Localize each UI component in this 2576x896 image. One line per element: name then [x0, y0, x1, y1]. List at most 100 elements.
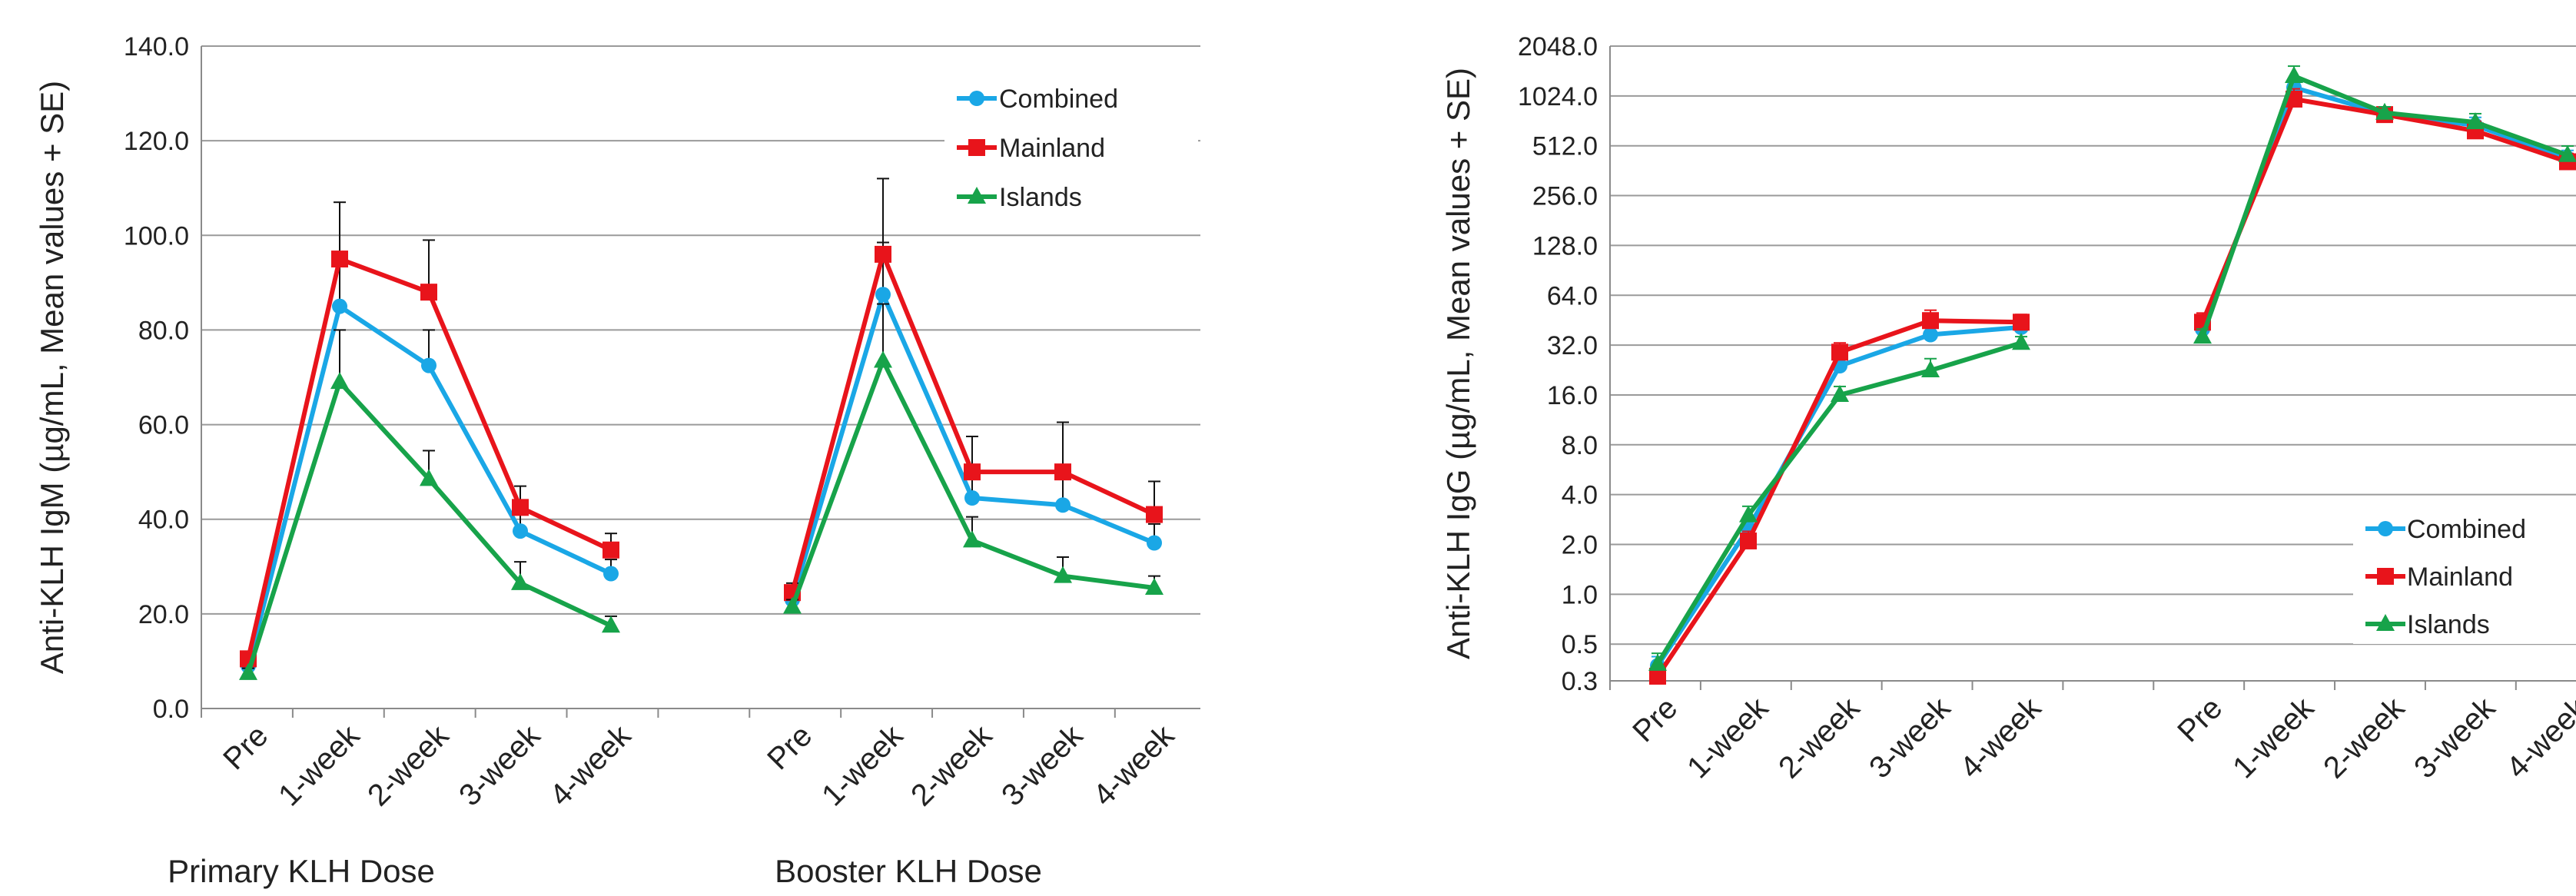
legend-marker	[2376, 614, 2395, 631]
x-tick-label: 2-week	[2317, 691, 2412, 785]
legend-marker	[2378, 521, 2393, 536]
data-point	[1054, 463, 1071, 481]
group-label: Booster KLH Dose	[775, 853, 1042, 889]
data-point	[512, 499, 529, 516]
data-point	[239, 662, 257, 680]
data-point	[875, 245, 891, 263]
data-point	[1740, 532, 1757, 549]
series-line	[790, 292, 1156, 601]
x-tick-label: Pre	[1626, 691, 1684, 748]
x-tick-label: 2-week	[905, 718, 999, 813]
data-point	[603, 541, 619, 559]
y-tick-label: 20.0	[138, 600, 189, 629]
y-tick-label: 128.0	[1532, 231, 1598, 261]
series-islands	[239, 303, 1164, 680]
data-point	[1831, 343, 1848, 361]
x-tick-label: 3-week	[995, 718, 1090, 813]
data-point	[1146, 506, 1163, 523]
y-tick-label: 4.0	[1562, 481, 1598, 510]
y-tick-label: 32.0	[1547, 331, 1598, 360]
y-tick-label: 8.0	[1562, 431, 1598, 460]
y-tick-label: 140.0	[124, 32, 189, 61]
data-point	[2285, 65, 2303, 83]
data-point	[1054, 566, 1072, 583]
data-point	[2558, 144, 2576, 162]
y-tick-label: 512.0	[1532, 132, 1598, 161]
x-tick-label: Pre	[2171, 691, 2229, 748]
y-axis-label: Anti-KLH IgG (µg/mL, Mean values + SE)	[1440, 68, 1476, 659]
y-tick-label: 64.0	[1547, 281, 1598, 310]
x-tick-label: Pre	[761, 718, 818, 776]
data-point	[1831, 384, 1849, 402]
legend-marker	[969, 91, 984, 106]
legend-marker	[968, 139, 985, 156]
x-tick-label: 3-week	[453, 718, 547, 813]
series-combined	[241, 241, 1162, 674]
data-point	[2375, 102, 2394, 120]
x-tick-label: 2-week	[361, 718, 456, 813]
data-point	[602, 616, 620, 633]
y-tick-label: 1.0	[1562, 580, 1598, 609]
series-line	[2200, 85, 2569, 330]
x-tick-label: 1-week	[272, 718, 367, 813]
x-tick-label: 1-week	[815, 718, 910, 813]
legend-label: Mainland	[999, 134, 1105, 163]
data-point	[1922, 312, 1939, 330]
y-tick-label: 40.0	[138, 506, 189, 535]
x-tick-label: 1-week	[2226, 691, 2321, 785]
data-point	[1147, 535, 1162, 551]
x-tick-label: 2-week	[1772, 691, 1867, 785]
series-line	[2200, 96, 2568, 324]
y-tick-label: 100.0	[124, 221, 189, 251]
series-line	[1655, 324, 2022, 668]
data-point	[964, 490, 980, 506]
x-tick-label: 3-week	[1863, 691, 1957, 785]
data-point	[1055, 497, 1071, 513]
y-tick-label: 1024.0	[1518, 82, 1598, 111]
series-line	[1655, 318, 2022, 678]
data-point	[2466, 112, 2485, 130]
x-tick-label: 1-week	[1681, 691, 1775, 785]
data-point	[964, 463, 981, 481]
data-point	[1923, 327, 1938, 343]
y-tick-label: 16.0	[1547, 381, 1598, 410]
legend-label: Islands	[2407, 610, 2490, 639]
data-point	[2013, 314, 2030, 331]
x-tick-label: 4-week	[2500, 691, 2576, 785]
y-tick-label: 120.0	[124, 127, 189, 156]
data-point	[874, 350, 892, 368]
data-point	[1649, 667, 1666, 685]
y-axis-label: Anti-KLH IgM (µg/mL, Mean values + SE)	[34, 81, 70, 674]
data-point	[603, 566, 619, 582]
y-tick-label: 2.0	[1562, 531, 1598, 560]
data-point	[1145, 577, 1164, 595]
legend-marker	[968, 187, 986, 204]
x-tick-label: 4-week	[1087, 718, 1181, 813]
y-tick-label: 80.0	[138, 316, 189, 345]
data-point	[1921, 360, 1940, 378]
data-point	[2012, 333, 2030, 350]
x-tick-label: 3-week	[2408, 691, 2502, 785]
y-tick-label: 0.5	[1562, 630, 1598, 659]
y-tick-label: 60.0	[138, 411, 189, 440]
legend-label: Combined	[999, 85, 1118, 114]
chart-1: 0.020.040.060.080.0100.0120.0140.0Pre1-w…	[34, 32, 1200, 889]
data-point	[2193, 327, 2212, 344]
data-point	[1739, 505, 1758, 523]
data-point	[330, 372, 349, 390]
data-point	[513, 523, 528, 539]
y-tick-label: 2048.0	[1518, 32, 1598, 61]
group-label: Primary KLH Dose	[168, 853, 435, 889]
x-tick-label: 4-week	[543, 718, 638, 813]
series-islands	[1648, 65, 2576, 671]
x-tick-label: Pre	[217, 718, 274, 776]
legend-label: Mainland	[2407, 562, 2513, 592]
data-point	[783, 596, 802, 614]
data-point	[511, 572, 529, 590]
data-point	[332, 298, 347, 314]
legend-marker	[2377, 568, 2394, 585]
data-point	[1648, 653, 1667, 671]
data-point	[875, 287, 891, 303]
data-point	[331, 251, 348, 268]
